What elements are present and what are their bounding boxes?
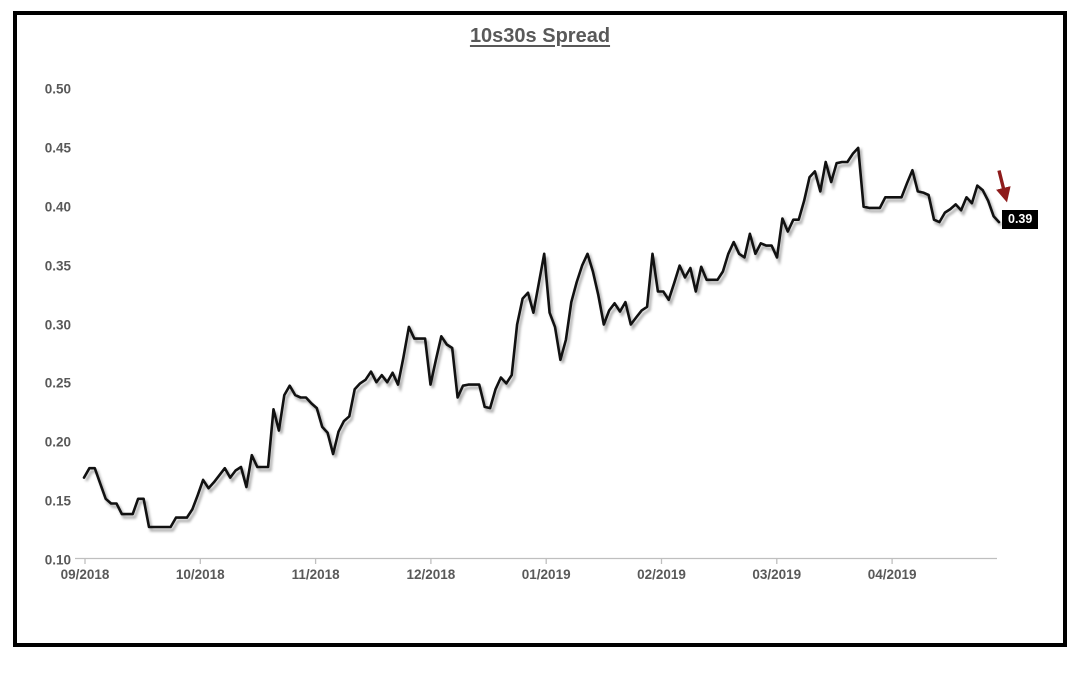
chart-border-frame [13,11,1067,647]
y-axis-label: 0.20 [44,434,71,450]
y-axis-label: 0.35 [44,258,71,274]
y-axis-label: 0.25 [44,375,71,391]
x-axis-ticks [84,558,893,564]
y-axis-label: 0.50 [44,81,71,97]
y-axis-label: 0.30 [44,317,71,332]
x-axis-label: 04/2019 [867,567,917,582]
chart-title: 10s30s Spread [469,25,611,47]
x-axis-label: 01/2019 [521,567,571,582]
x-axis-label: 03/2019 [752,567,802,582]
end-value-label: 0.39 [1002,210,1039,229]
x-axis-label: 02/2019 [637,567,686,582]
x-axis-label: 12/2018 [406,567,456,582]
x-axis-label: 10/2018 [175,567,225,582]
series-line-shadow [84,147,1003,532]
y-axis-label: 0.15 [44,493,71,509]
x-axis-label: 11/2018 [291,567,340,582]
decrease-arrow [996,170,1011,203]
x-axis-label: 09/2018 [60,567,110,582]
y-axis-label: 0.40 [44,199,71,215]
series-line [82,146,1001,529]
y-axis-label: 0.45 [44,140,71,156]
y-axis-label: 0.10 [44,552,71,568]
